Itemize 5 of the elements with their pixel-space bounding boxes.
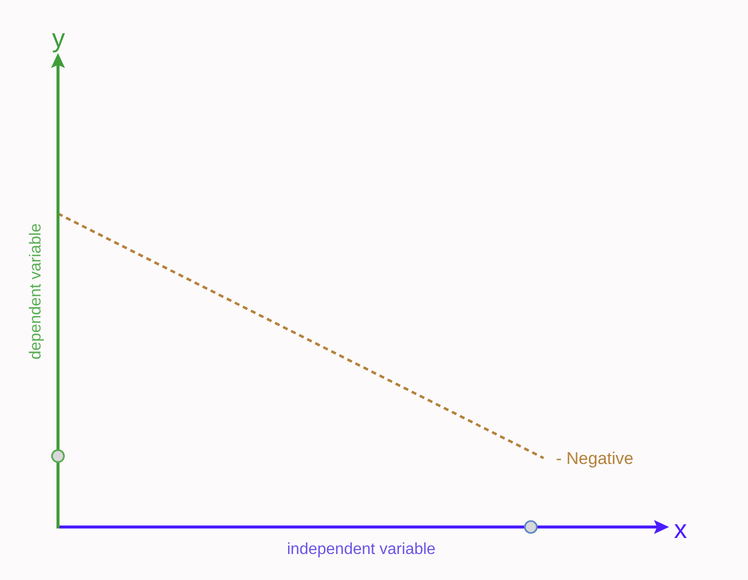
x-axis-title: independent variable [287,541,436,558]
y-axis-title: dependent variable [28,223,44,360]
text: y [52,23,65,53]
series-label: - Negative [556,449,634,468]
text: x [674,514,687,544]
